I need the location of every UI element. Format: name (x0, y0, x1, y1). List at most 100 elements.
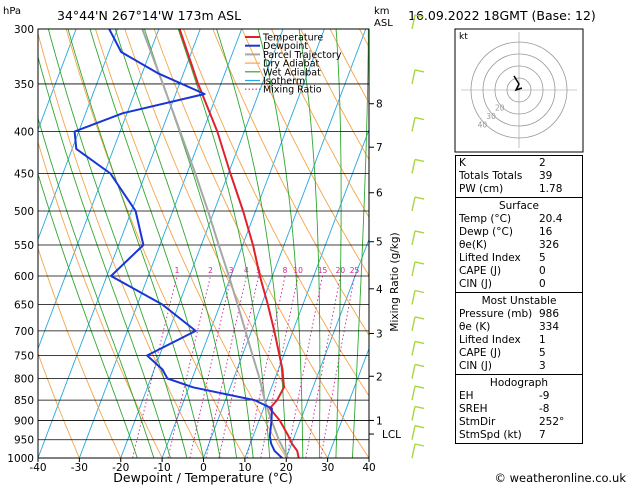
wind-barb-flag (414, 69, 425, 73)
wind-barb-flag (414, 158, 425, 163)
mu-cin-label: CIN (J) (459, 360, 492, 372)
location-title: 34°44'N 267°14'W 173m ASL (57, 8, 241, 23)
mixing-ratio-label: 1 (175, 266, 180, 275)
wind-barb-flag (414, 425, 425, 429)
dry-adiabat (95, 29, 287, 458)
surface-cape-label: CAPE (J) (459, 265, 502, 277)
altitude-tick-label: 7 (376, 142, 383, 154)
mu-thetae-label: θe (K) (459, 321, 491, 333)
wind-barb (411, 406, 416, 421)
pressure-tick-label: 450 (14, 168, 34, 180)
wind-barb-flag (414, 385, 425, 389)
totals-totals-label: Totals Totals (459, 170, 523, 182)
mu-cin-value: 3 (539, 360, 546, 372)
surface-dewp-label: Dewp (°C) (459, 226, 513, 238)
wind-barb (411, 159, 416, 174)
legend-label: Isotherm (263, 76, 305, 87)
surface-box: Surface Temp (°C) 20.4 Dewp (°C) 16 θe(K) 3… (455, 198, 583, 293)
mu-cape-value: 5 (539, 347, 546, 359)
mu-li-value: 1 (539, 334, 546, 346)
pressure-tick-label: 350 (14, 79, 34, 91)
pressure-tick-label: 600 (14, 271, 34, 283)
wind-barb-flag (414, 289, 425, 294)
hodograph-table-title: Hodograph (489, 377, 549, 389)
mixing-ratio-label: 25 (350, 266, 360, 275)
mixing-ratio-line (205, 275, 247, 458)
stmdir-label: StmDir (459, 416, 496, 428)
mixing-ratio-label: 5 (256, 266, 261, 275)
dry-adiabat (38, 140, 163, 458)
altitude-axis: 8 7 6 5 4 3 2 1 LCL (369, 99, 401, 441)
wind-barbs (411, 14, 425, 459)
pressure-tick-label: 300 (14, 24, 34, 36)
legend-label: Wet Adiabat (263, 67, 321, 78)
legend-label: Dewpoint (263, 41, 308, 52)
indices-panel: K 2 Totals Totals 39 PW (cm) 1.78 Surface T… (455, 155, 583, 444)
mixing-ratio-line (167, 275, 211, 458)
surface-title: Surface (498, 200, 539, 212)
x-tick-label: -10 (154, 462, 171, 474)
pressure-axis: 300 350 400 450 500 550 600 650 700 750 800 850 900 9… (7, 24, 34, 465)
dry-adiabat (38, 352, 80, 458)
dewpoint-line (73, 29, 283, 458)
pressure-tick-label: 500 (14, 206, 34, 218)
wind-barb (411, 261, 416, 277)
pressure-tick-label: 400 (14, 127, 34, 139)
wind-barb-flag (414, 14, 425, 18)
dry-adiabat (38, 31, 204, 458)
wind-barb-flag (414, 405, 425, 410)
wet-adiabat (351, 29, 369, 458)
x-tick-label: -40 (29, 462, 46, 474)
asl-unit-label: ASL (374, 18, 393, 29)
k-index-label: K (459, 157, 466, 169)
surface-cin-value: 0 (539, 278, 546, 290)
mixing-ratio-lines (132, 275, 356, 458)
k-index-value: 2 (539, 157, 546, 169)
profile-lines (73, 29, 300, 458)
altitude-tick-label: 4 (376, 284, 383, 296)
x-tick-label: 40 (362, 462, 375, 474)
mu-pressure-label: Pressure (mb) (459, 308, 533, 320)
altitude-tick-label: 2 (376, 371, 383, 383)
hodograph-ring-label: 20 (495, 103, 505, 112)
altitude-tick-label: 5 (376, 237, 383, 249)
legend-label: Parcel Trajectory (263, 50, 342, 61)
mixing-ratio-label: 8 (283, 266, 288, 275)
wind-barb (411, 341, 416, 356)
pressure-tick-label: 850 (14, 395, 34, 407)
wind-barb-flag (414, 363, 425, 368)
totals-totals-value: 39 (539, 170, 553, 182)
mixing-ratio-label: 2 (208, 266, 213, 275)
wind-barb-flag (414, 230, 425, 234)
pressure-tick-label: 700 (14, 326, 34, 338)
x-tick-label: -30 (71, 462, 88, 474)
x-tick-label: -20 (112, 462, 129, 474)
mixing-ratio-axis-title: Mixing Ratio (g/kg) (389, 232, 401, 331)
wind-barb-flag (414, 340, 425, 345)
wind-barb (411, 290, 416, 305)
isotherm (285, 237, 369, 458)
dry-adiabat (271, 29, 369, 219)
mixing-ratio-line (286, 275, 323, 458)
mixing-ratio-labels: 1 2 3 4 5 8 10 15 20 25 (175, 266, 360, 275)
surface-dewp-value: 16 (539, 226, 553, 238)
eh-value: -9 (539, 390, 550, 402)
wind-barb (411, 364, 416, 379)
dry-adiabat (38, 246, 122, 458)
hodograph-trace (513, 75, 523, 92)
surface-li-label: Lifted Index (459, 252, 521, 264)
altitude-tick-label: 1 (376, 415, 383, 427)
copyright-text: © weatheronline.co.uk (494, 471, 626, 485)
dry-adiabat (124, 29, 328, 458)
surface-cape-value: 0 (539, 265, 546, 277)
temperature-line (178, 29, 300, 458)
km-unit-label: km (374, 6, 390, 17)
isotherm (203, 29, 367, 458)
mu-cape-label: CAPE (J) (459, 347, 502, 359)
wind-barb (411, 385, 416, 401)
pressure-tick-label: 650 (14, 300, 34, 312)
parcel-trajectory-line (141, 29, 289, 458)
x-tick-label: 0 (200, 462, 207, 474)
wind-barb (411, 443, 416, 459)
wind-barb (411, 230, 416, 246)
